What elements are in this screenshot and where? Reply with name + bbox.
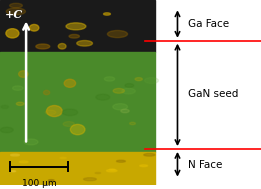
Ellipse shape <box>45 110 56 115</box>
Ellipse shape <box>19 161 28 163</box>
Ellipse shape <box>16 102 24 105</box>
Ellipse shape <box>96 94 110 100</box>
Ellipse shape <box>62 109 78 116</box>
Ellipse shape <box>95 172 101 174</box>
Ellipse shape <box>104 77 115 81</box>
Ellipse shape <box>113 88 124 93</box>
Ellipse shape <box>6 29 19 38</box>
Ellipse shape <box>43 90 50 95</box>
Text: GaN seed: GaN seed <box>188 89 238 99</box>
Bar <box>155 0 261 185</box>
Text: Ga Face: Ga Face <box>188 19 229 29</box>
Ellipse shape <box>63 122 75 126</box>
Ellipse shape <box>106 170 117 172</box>
Ellipse shape <box>140 165 148 167</box>
Ellipse shape <box>58 43 66 49</box>
Ellipse shape <box>116 160 125 162</box>
Ellipse shape <box>29 24 39 31</box>
Ellipse shape <box>48 180 54 181</box>
Ellipse shape <box>1 105 9 108</box>
Bar <box>0 52 155 152</box>
Ellipse shape <box>144 153 155 156</box>
Ellipse shape <box>64 79 76 87</box>
Ellipse shape <box>46 105 62 117</box>
Ellipse shape <box>36 44 50 49</box>
Ellipse shape <box>135 77 143 81</box>
Bar <box>0 0 155 52</box>
Ellipse shape <box>66 23 86 30</box>
Ellipse shape <box>6 8 26 15</box>
Ellipse shape <box>24 139 38 145</box>
Ellipse shape <box>70 124 85 135</box>
Ellipse shape <box>121 109 129 113</box>
Ellipse shape <box>19 71 28 77</box>
Ellipse shape <box>104 13 110 15</box>
Ellipse shape <box>60 157 66 159</box>
Text: +C: +C <box>5 9 23 20</box>
Ellipse shape <box>130 122 135 125</box>
Ellipse shape <box>1 127 13 133</box>
Ellipse shape <box>84 178 96 181</box>
Ellipse shape <box>10 154 20 156</box>
Ellipse shape <box>113 104 128 110</box>
Text: 100 μm: 100 μm <box>22 179 56 188</box>
Ellipse shape <box>69 34 79 38</box>
Ellipse shape <box>13 86 23 90</box>
Ellipse shape <box>10 3 22 8</box>
Ellipse shape <box>107 30 128 38</box>
Ellipse shape <box>10 171 16 172</box>
Ellipse shape <box>125 84 134 87</box>
Bar <box>0 152 155 185</box>
Ellipse shape <box>77 40 92 46</box>
Ellipse shape <box>122 88 135 94</box>
Ellipse shape <box>109 169 115 170</box>
Text: N Face: N Face <box>188 160 222 170</box>
Ellipse shape <box>145 77 158 84</box>
